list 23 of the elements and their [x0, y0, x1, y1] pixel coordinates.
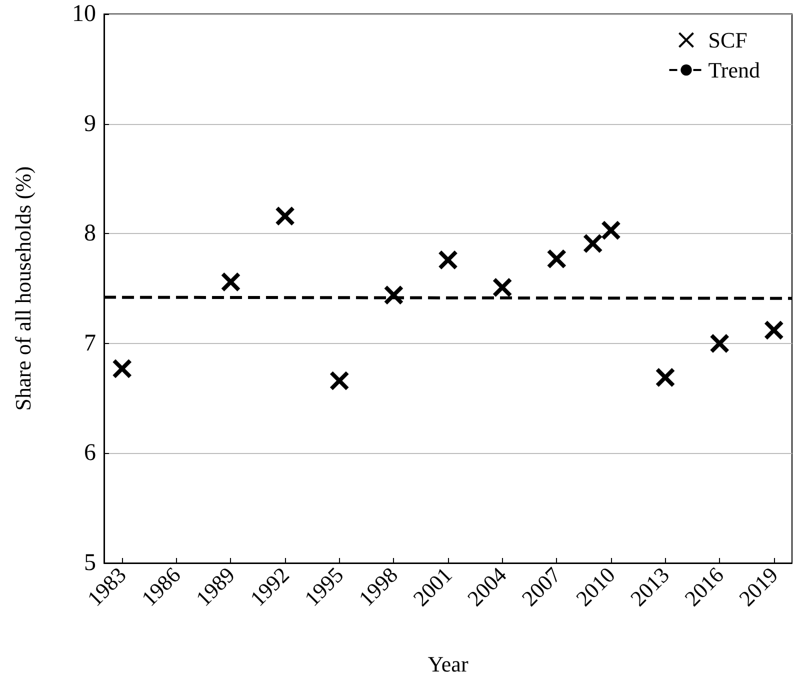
- x-axis-title: Year: [428, 652, 469, 676]
- point: [275, 206, 296, 226]
- point: [600, 220, 621, 240]
- point: [764, 320, 784, 340]
- point: [546, 248, 567, 269]
- point: [384, 285, 404, 306]
- point: [220, 272, 241, 292]
- point: [710, 333, 730, 354]
- y-tick-label: 5: [84, 550, 96, 576]
- y-tick-label: 10: [72, 1, 96, 27]
- point: [582, 233, 603, 254]
- point: [329, 370, 350, 391]
- y-tick-label: 9: [84, 110, 96, 137]
- point: [112, 358, 132, 379]
- legend-label: SCF: [708, 28, 748, 52]
- legend-label: Trend: [708, 58, 760, 82]
- point: [438, 250, 458, 270]
- point: [492, 277, 512, 298]
- y-tick-label: 7: [84, 330, 96, 356]
- point: [655, 367, 676, 388]
- y-tick-label: 6: [84, 440, 96, 466]
- y-axis-title: Share of all households (%): [10, 166, 36, 411]
- y-tick-label: 8: [84, 220, 96, 247]
